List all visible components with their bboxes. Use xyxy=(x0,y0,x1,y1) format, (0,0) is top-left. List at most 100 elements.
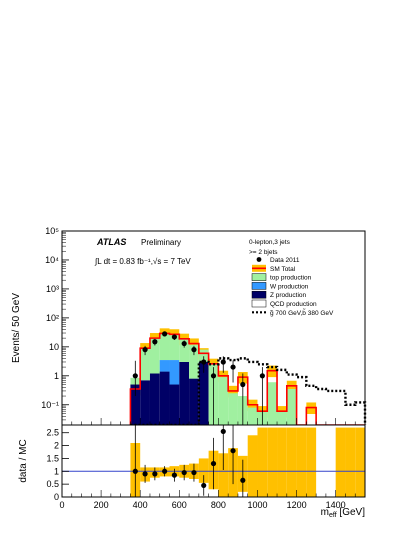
ratio-uncertainty-band xyxy=(218,453,229,497)
data-point xyxy=(191,347,197,353)
ratio-y-tick-label: 1.5 xyxy=(46,453,59,463)
ratio-uncertainty-band xyxy=(355,427,365,497)
stack-bar-top-production xyxy=(189,344,199,379)
data-points-layer xyxy=(132,331,265,425)
bjets-label: >= 2 bjets xyxy=(249,249,278,256)
legend-entry: top production xyxy=(251,273,312,282)
ratio-point xyxy=(181,469,187,476)
ratio-plot-panel: 0 0.5 1 1.5 2 2.5 0 200 400 600 800 1000 1200 1400 da… xyxy=(18,424,366,519)
stack-bar-z-production xyxy=(159,371,170,425)
legend-label: SM Total xyxy=(270,266,296,273)
stack-bar-z-production xyxy=(169,384,180,425)
ratio-point xyxy=(201,482,207,489)
stack-bar-top-production xyxy=(179,338,190,362)
legend-label: Z production xyxy=(270,292,307,299)
stack-bar-z-production xyxy=(130,384,141,425)
legend-entry: QCD production xyxy=(251,299,317,308)
legend-entry: W production xyxy=(251,282,309,290)
ratio-uncertainty-band xyxy=(345,427,356,497)
stack-bar-top-production xyxy=(247,407,258,425)
data-point xyxy=(171,334,178,340)
legend-entry: Data 2011 xyxy=(256,257,300,264)
x-tick-label: 400 xyxy=(133,500,148,510)
ratio-point xyxy=(210,460,217,467)
stack-bar-z-production xyxy=(179,361,190,425)
data-point xyxy=(181,340,187,347)
ratio-y-axis-title: data / MC xyxy=(18,439,29,482)
legend-label: g̃ 700 GeV,b̃ 380 GeV xyxy=(270,309,334,317)
ratio-uncertainty-band xyxy=(335,427,346,497)
ratio-point xyxy=(240,477,246,483)
main-y-tick-label: 10³ xyxy=(46,284,59,294)
stack-bar-z-production xyxy=(198,361,209,425)
data-point xyxy=(132,373,138,379)
data-point xyxy=(220,359,226,365)
ratio-uncertainty-band xyxy=(296,427,307,497)
stack-bar-top-production xyxy=(267,382,278,425)
stack-bar-top-production xyxy=(140,348,150,381)
ratio-uncertainty-band xyxy=(247,435,258,497)
legend-entry: SM Total xyxy=(252,264,296,273)
legend-label: QCD production xyxy=(270,301,317,308)
main-y-tick-label: 10⁴ xyxy=(45,255,59,265)
stack-bar-w-production xyxy=(169,360,180,385)
main-y-tick-label: 10⁵ xyxy=(45,226,59,236)
stack-bar-w-production xyxy=(159,360,170,372)
ratio-y-tick-label: 0 xyxy=(54,492,59,502)
ratio-uncertainty-band xyxy=(306,427,317,497)
data-point xyxy=(259,373,265,379)
main-y-tick-label: 10² xyxy=(46,313,59,323)
ratio-y-tick-label: 0.5 xyxy=(46,479,59,489)
ratio-point xyxy=(191,469,197,476)
x-tick-label: 1000 xyxy=(247,500,267,510)
main-plot-panel: 10⁻¹ 1 10 10² 10³ 10⁴ 10⁵ Events/ 50 GeV ATLAS… xyxy=(11,226,367,427)
ratio-points-layer xyxy=(132,425,246,497)
stack-bar-top-production xyxy=(286,389,297,425)
ratio-uncertainty-band xyxy=(198,458,209,483)
data-point xyxy=(162,331,168,337)
ratio-uncertainty-band xyxy=(286,427,297,497)
ratio-point xyxy=(171,472,178,478)
main-y-tick-label: 1 xyxy=(54,371,59,381)
data-point xyxy=(201,359,207,365)
ratio-plot-border xyxy=(61,424,366,498)
main-y-axis-title: Events/ 50 GeV xyxy=(11,293,22,363)
ratio-point xyxy=(220,428,226,435)
stack-bar-top-production xyxy=(277,411,287,425)
ratio-point xyxy=(162,468,168,474)
data-point xyxy=(240,381,246,388)
stack-bar-top-production xyxy=(228,393,238,425)
stack-bar-z-production xyxy=(189,378,199,425)
luminosity-label: ∫L dt = 0.83 fb⁻¹,√s = 7 TeV xyxy=(94,257,191,266)
atlas-label: ATLAS xyxy=(96,237,126,247)
x-tick-label: 1200 xyxy=(287,500,307,510)
data-point xyxy=(230,364,236,370)
stack-bar-top-production xyxy=(198,349,209,362)
data-point xyxy=(142,347,148,353)
x-axis-title: meff [GeV] xyxy=(321,507,366,519)
main-y-tick-label: 10⁻¹ xyxy=(41,400,59,410)
x-tick-label: 0 xyxy=(59,500,64,510)
preliminary-label: Preliminary xyxy=(141,238,181,247)
legend-entry: g̃ 700 GeV,b̃ 380 GeV xyxy=(252,309,334,317)
ratio-point xyxy=(152,471,158,477)
ratio-y-tick-label: 1 xyxy=(54,466,59,476)
legend-label: Data 2011 xyxy=(270,257,300,264)
ratio-point xyxy=(132,468,138,474)
x-tick-label: 600 xyxy=(172,500,187,510)
stack-bar-top-production xyxy=(159,333,170,361)
stack-bar-z-production xyxy=(149,373,160,425)
stack-bar-top-production xyxy=(149,338,160,374)
data-point xyxy=(152,339,158,345)
stack-bar-top-production xyxy=(218,377,229,425)
ratio-uncertainty-band xyxy=(267,427,278,497)
signal-dotted-line xyxy=(130,357,367,427)
stack-bar-z-production xyxy=(140,380,150,425)
data-point xyxy=(210,373,217,379)
ratio-y-tick-label: 2 xyxy=(54,441,59,451)
stack-bar-top-production xyxy=(169,334,180,361)
channel-label: 0-lepton,3 jets xyxy=(249,239,291,246)
x-tick-label: 800 xyxy=(211,500,226,510)
